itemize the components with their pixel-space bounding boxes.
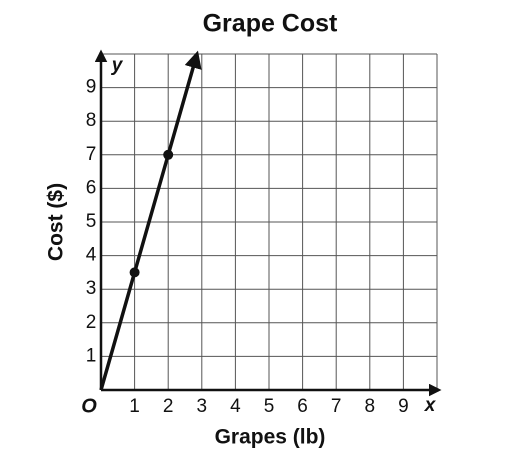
x-tick-label: 5 [264,396,275,417]
data-point [163,149,174,160]
y-tick-label: 3 [86,278,97,299]
origin-label: O [81,395,97,417]
x-tick-label: 4 [230,396,241,417]
y-tick-label: 5 [86,211,97,232]
y-tick-label: 6 [86,177,97,198]
x-tick-label: 6 [297,396,308,417]
x-tick-label: 3 [197,396,208,417]
y-tick-label: 1 [86,345,97,366]
chart-title: Grape Cost [203,10,338,38]
x-tick-label: 9 [398,396,409,417]
line-arrow [166,50,202,156]
y-tick-label: 7 [86,144,97,165]
x-tick-label: 7 [331,396,342,417]
y-axis-letter: y [111,55,124,76]
y-tick-label: 9 [86,77,97,98]
y-tick-label: 4 [86,245,97,266]
x-tick-label: 8 [365,396,376,417]
x-tick-label: 2 [163,396,174,417]
x-axis-label: Grapes (lb) [215,426,326,449]
y-tick-label: 2 [86,312,97,333]
x-axis-letter: x [424,395,437,416]
y-axis-label: Cost ($) [45,183,68,261]
x-tick-label: 1 [129,396,140,417]
data-point [129,267,140,278]
y-tick-label: 8 [86,110,97,131]
